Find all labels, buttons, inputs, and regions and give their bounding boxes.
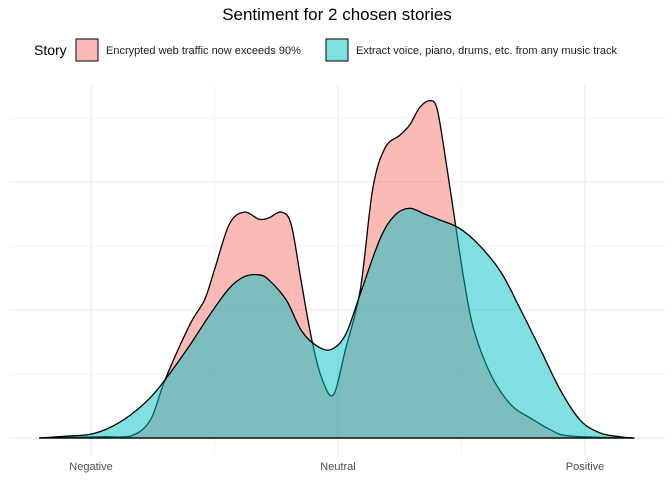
x-axis-ticks: Negative Neutral Positive (69, 461, 604, 473)
legend-key-encrypted (75, 38, 99, 62)
legend-title: Story (34, 42, 67, 58)
legend-label-encrypted: Encrypted web traffic now exceeds 90% (106, 45, 301, 57)
x-tick-positive: Positive (566, 461, 605, 473)
density-areas (39, 100, 635, 439)
legend-label-extract: Extract voice, piano, drums, etc. from a… (356, 45, 618, 57)
gridlines (10, 85, 665, 455)
x-tick-negative: Negative (69, 461, 112, 473)
legend-key-extract (325, 38, 349, 62)
chart-title: Sentiment for 2 chosen stories (222, 5, 452, 24)
x-tick-neutral: Neutral (320, 461, 355, 473)
density-area-extract (39, 207, 635, 439)
legend: Story Encrypted web traffic now exceeds … (34, 38, 618, 62)
